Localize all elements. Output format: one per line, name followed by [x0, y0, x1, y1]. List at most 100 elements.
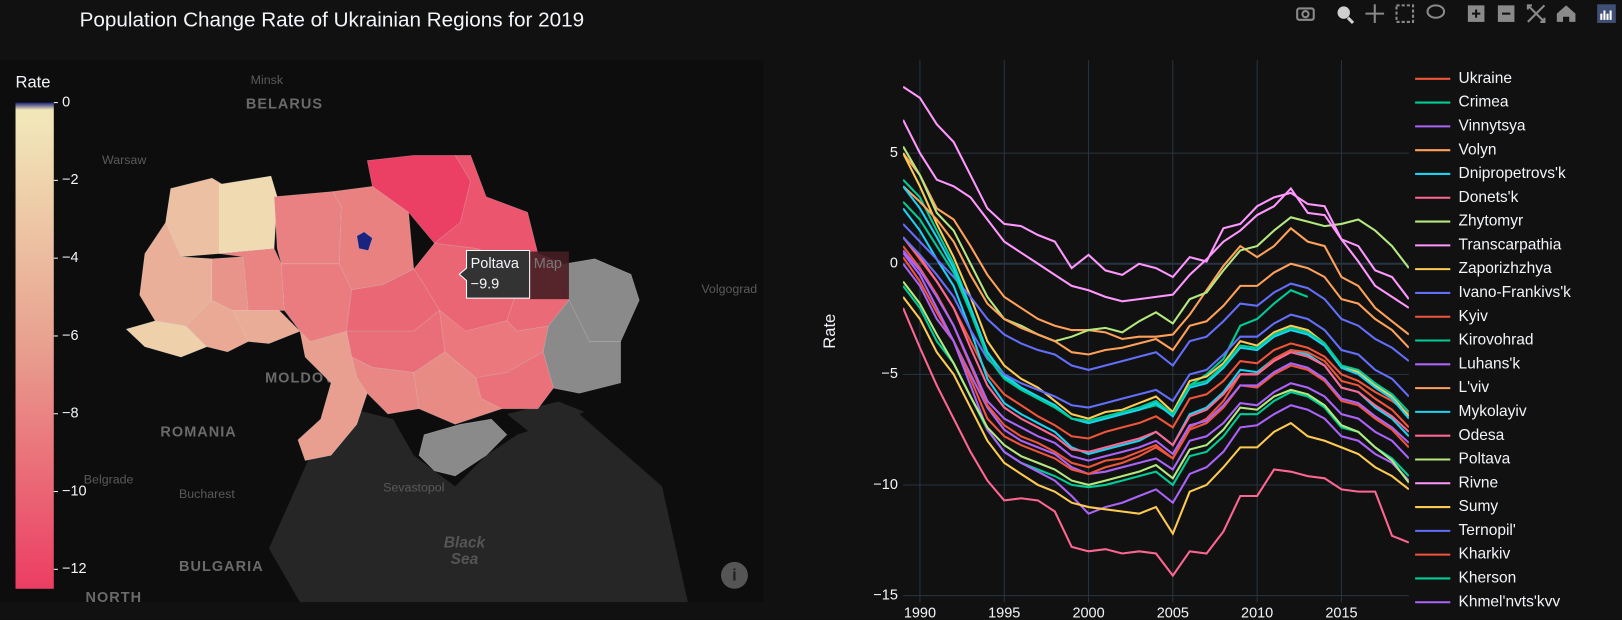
- colorbar-tick-label: −12: [62, 561, 87, 577]
- map-region: [475, 351, 554, 410]
- place-label: Bucharest: [179, 487, 235, 501]
- place-label: ROMANIA: [160, 424, 236, 440]
- legend-label[interactable]: Kyiv: [1459, 308, 1489, 325]
- y-tick-label: 5: [890, 145, 898, 161]
- y-axis-title: Rate: [820, 314, 839, 349]
- place-label: Black: [444, 534, 487, 551]
- map-region: [218, 175, 278, 254]
- map-region: [413, 351, 503, 425]
- map-panel: MinskBELARUSWarsawMOLDOVAROMANIABelgrade…: [0, 60, 764, 606]
- y-tick-label: −5: [881, 366, 898, 382]
- tooltip-box: [458, 250, 531, 299]
- x-tick-label: 2000: [1072, 605, 1104, 620]
- map-region: [211, 256, 249, 311]
- box-select-button[interactable]: [1395, 4, 1415, 23]
- page-title: Population Change Rate of Ukrainian Regi…: [80, 8, 585, 31]
- pan-button[interactable]: [1365, 4, 1385, 23]
- x-tick-label: 2010: [1241, 605, 1273, 620]
- legend-label[interactable]: Mykolayiv: [1459, 403, 1527, 420]
- tooltip-trace: Map: [534, 256, 562, 272]
- modebar: [1296, 4, 1616, 25]
- sea-of-azov: [506, 401, 585, 435]
- colorbar-tick-label: −8: [62, 406, 78, 422]
- line-series: [903, 185, 1409, 356]
- line-series: [903, 236, 1409, 453]
- black-sea: [268, 408, 688, 603]
- zoom-button[interactable]: [1337, 6, 1355, 25]
- plotly-logo[interactable]: [1597, 4, 1616, 23]
- x-tick-label: 2015: [1325, 605, 1357, 620]
- tooltip-value: −9.9: [471, 276, 500, 292]
- place-label: BELARUS: [246, 96, 323, 112]
- x-tick-label: 1995: [988, 605, 1020, 620]
- legend-label[interactable]: Zhytomyr: [1459, 213, 1524, 230]
- line-series: [903, 185, 1409, 425]
- line-series: [903, 223, 1409, 371]
- line-series: [903, 236, 1409, 409]
- line-series: [903, 145, 1409, 343]
- legend-label[interactable]: Rivne: [1459, 474, 1499, 491]
- line-series: [903, 256, 1409, 476]
- legend-label[interactable]: Sumy: [1459, 498, 1499, 515]
- tooltip-name: Poltava: [471, 256, 520, 272]
- legend-label[interactable]: Kharkiv: [1459, 546, 1511, 563]
- legend-label[interactable]: Donets'k: [1459, 189, 1519, 206]
- place-label: NORTH: [85, 590, 142, 606]
- place-label: Belgrade: [84, 472, 134, 486]
- legend-label[interactable]: Ivano-Frankivs'k: [1459, 284, 1572, 301]
- legend-label[interactable]: Kirovohrad: [1459, 332, 1534, 349]
- legend-label[interactable]: Crimea: [1459, 94, 1509, 111]
- tooltip-trace-box: [529, 251, 569, 300]
- line-series: [903, 263, 1409, 476]
- legend-label[interactable]: Odesa: [1459, 427, 1505, 444]
- line-series: [903, 252, 1409, 515]
- legend-label[interactable]: Kherson: [1459, 570, 1517, 587]
- colorbar-tick-label: −2: [62, 172, 78, 188]
- place-label: Sea: [451, 551, 479, 568]
- info-button[interactable]: i: [721, 561, 748, 589]
- legend-label[interactable]: Volyn: [1459, 141, 1497, 158]
- line-series: [903, 245, 1409, 469]
- line-series: [903, 152, 1409, 341]
- map-region: [297, 330, 368, 461]
- legend-label[interactable]: Vinnytsya: [1459, 117, 1526, 134]
- y-tick-label: −10: [873, 477, 898, 493]
- legend-label[interactable]: Luhans'k: [1459, 355, 1521, 372]
- legend-label[interactable]: Transcarpathia: [1459, 236, 1562, 253]
- map-region: [356, 231, 373, 251]
- line-series: [903, 236, 1409, 440]
- camera-button[interactable]: [1296, 7, 1315, 21]
- y-tick-label: 0: [890, 256, 898, 272]
- colorbar-tick-label: −10: [62, 483, 87, 499]
- zoom-out-button[interactable]: [1497, 5, 1515, 22]
- colorbar-tick-label: −6: [62, 328, 78, 344]
- place-label: BULGARIA: [179, 559, 264, 575]
- line-series: [903, 249, 1409, 462]
- autoscale-button[interactable]: [1526, 4, 1546, 23]
- colorbar-tick-label: −4: [62, 250, 78, 266]
- line-series: [903, 119, 1409, 309]
- line-series: [903, 85, 1409, 300]
- tooltip: Map Poltava −9.9: [458, 250, 569, 300]
- colorbar-title: Rate: [16, 72, 51, 91]
- legend-label[interactable]: Poltava: [1459, 451, 1511, 468]
- legend-label[interactable]: Ukraine: [1459, 70, 1512, 87]
- legend-label[interactable]: Dnipropetrovs'k: [1459, 165, 1566, 182]
- map-region: [418, 418, 508, 477]
- colorbar-tick-label: 0: [62, 94, 70, 110]
- line-series: [903, 307, 1409, 578]
- line-series: [903, 280, 1409, 486]
- lasso-button[interactable]: [1426, 4, 1446, 19]
- line-series: [903, 201, 1409, 422]
- map-region: [273, 191, 342, 265]
- place-label: Volgograd: [701, 282, 757, 296]
- line-series: [903, 296, 1409, 536]
- legend-label[interactable]: Ternopil': [1459, 522, 1516, 539]
- legend-label[interactable]: L'viv: [1459, 379, 1490, 396]
- y-tick-label: −15: [873, 587, 898, 603]
- x-tick-label: 2005: [1157, 605, 1189, 620]
- legend-label[interactable]: Khmel'nyts'kyy: [1459, 593, 1561, 610]
- zoom-in-button[interactable]: [1467, 5, 1485, 22]
- legend-label[interactable]: Zaporizhzhya: [1459, 260, 1552, 277]
